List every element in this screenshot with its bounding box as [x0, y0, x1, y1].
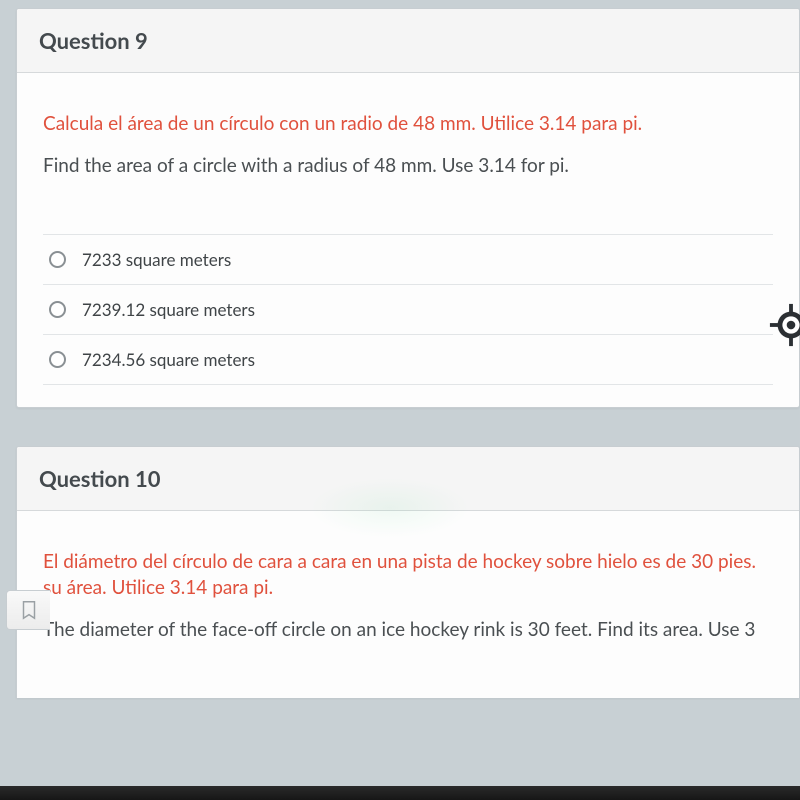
- question-9-prompt-es: Calcula el área de un círculo con un rad…: [43, 111, 773, 137]
- question-9-card: Question 9 Calcula el área de un círculo…: [16, 8, 800, 408]
- question-10-header: Question 10: [17, 447, 799, 511]
- flag-question-button[interactable]: [6, 590, 50, 630]
- option-row[interactable]: 7239.12 square meters: [43, 285, 773, 335]
- bookmark-icon: [18, 599, 40, 621]
- question-10-prompt-es: El diámetro del círculo de cara a cara e…: [43, 549, 773, 600]
- option-label: 7233 square meters: [82, 249, 231, 270]
- option-label: 7239.12 square meters: [82, 299, 255, 320]
- question-10-card: Question 10 El diámetro del círculo de c…: [16, 446, 800, 698]
- question-10-title: Question 10: [39, 465, 777, 492]
- question-9-title: Question 9: [39, 27, 777, 54]
- question-9-body: Calcula el área de un círculo con un rad…: [17, 73, 799, 407]
- option-row[interactable]: 7234.56 square meters: [43, 335, 773, 385]
- radio-icon[interactable]: [49, 301, 66, 318]
- question-9-options: 7233 square meters 7239.12 square meters…: [43, 234, 773, 385]
- question-9-header: Question 9: [17, 9, 799, 73]
- question-9-prompt-en: Find the area of a circle with a radius …: [43, 153, 773, 179]
- option-label: 7234.56 square meters: [82, 349, 255, 370]
- question-10-body: El diámetro del círculo de cara a cara e…: [17, 511, 799, 642]
- option-row[interactable]: 7233 square meters: [43, 234, 773, 285]
- taskbar: [0, 786, 800, 800]
- question-10-prompt-en: The diameter of the face-off circle on a…: [43, 617, 773, 643]
- radio-icon[interactable]: [49, 351, 66, 368]
- radio-icon[interactable]: [49, 251, 66, 268]
